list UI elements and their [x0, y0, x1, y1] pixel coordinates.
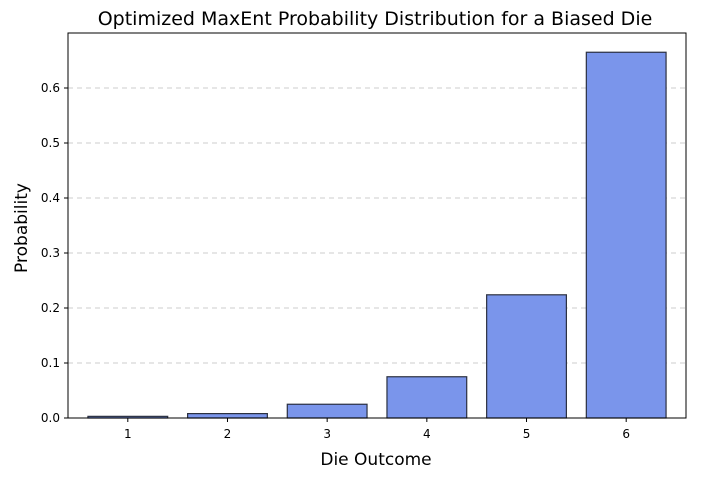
y-tick-label: 0.0 — [41, 411, 60, 425]
y-tick-label: 0.2 — [41, 301, 60, 315]
bar-2 — [187, 413, 268, 419]
chart-title: Optimized MaxEnt Probability Distributio… — [98, 8, 653, 30]
y-tick-label: 0.1 — [41, 356, 60, 370]
x-axis-label: Die Outcome — [320, 450, 431, 470]
bars — [87, 51, 667, 419]
x-tick-label: 2 — [224, 427, 232, 441]
y-axis: 0.0 0.1 0.2 0.3 0.4 0.5 0.6 — [41, 81, 68, 425]
x-tick-label: 5 — [523, 427, 531, 441]
x-tick-label: 4 — [423, 427, 431, 441]
bar-6 — [585, 51, 667, 419]
grid — [68, 87, 686, 419]
y-tick-label: 0.3 — [41, 246, 60, 260]
bar-3 — [286, 403, 368, 419]
y-tick-label: 0.4 — [41, 191, 60, 205]
y-axis-label: Probability — [12, 183, 32, 273]
bar-4 — [386, 376, 468, 419]
x-tick-label: 3 — [323, 427, 331, 441]
y-tick-label: 0.6 — [41, 81, 60, 95]
x-axis: 1 2 3 4 5 6 — [124, 418, 630, 441]
y-tick-label: 0.5 — [41, 136, 60, 150]
bar-5 — [486, 294, 567, 419]
plot-frame — [67, 32, 687, 419]
x-tick-label: 6 — [622, 427, 630, 441]
x-tick-label: 1 — [124, 427, 132, 441]
